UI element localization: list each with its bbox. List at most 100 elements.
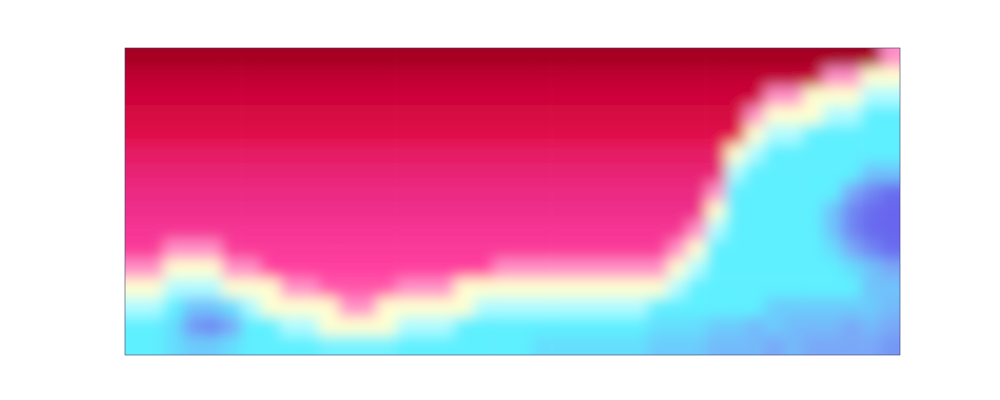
heatmap-cell <box>687 48 707 68</box>
heatmap-cell <box>861 106 881 126</box>
heatmap-cell <box>551 278 571 298</box>
heatmap-cell <box>125 278 145 298</box>
heatmap-cell <box>416 297 436 317</box>
heatmap-cell <box>435 202 455 222</box>
heatmap-cell <box>125 202 145 222</box>
heatmap-cell <box>280 336 300 355</box>
heatmap-cell <box>823 182 843 202</box>
heatmap-cell <box>280 297 300 317</box>
heatmap-cell <box>203 278 223 298</box>
heatmap-cell <box>319 67 339 87</box>
heatmap-cell <box>784 240 804 260</box>
heatmap-cell <box>164 278 184 298</box>
heatmap-cell <box>222 317 242 337</box>
heatmap-cell <box>803 297 823 317</box>
heatmap-cell <box>687 125 707 145</box>
heatmap-cell <box>241 317 261 337</box>
heatmap-cell <box>125 221 145 241</box>
heatmap-cell <box>241 67 261 87</box>
heatmap-cell <box>377 297 397 317</box>
heatmap-cell <box>551 48 571 68</box>
heatmap-cell <box>823 48 843 68</box>
heatmap-cell <box>396 259 416 279</box>
heatmap-cell <box>358 259 378 279</box>
heatmap-cell <box>823 259 843 279</box>
heatmap-cell <box>144 202 164 222</box>
heatmap-cell <box>144 106 164 126</box>
heatmap-cell <box>299 48 319 68</box>
heatmap-cell <box>435 278 455 298</box>
heatmap-cell <box>261 317 281 337</box>
heatmap-cell <box>706 259 726 279</box>
heatmap-cell <box>280 48 300 68</box>
heatmap-cell <box>590 125 610 145</box>
heatmap-cell <box>338 297 358 317</box>
heatmap-cell <box>629 297 649 317</box>
heatmap-cell <box>203 336 223 355</box>
heatmap-cell <box>164 182 184 202</box>
heatmap-cell <box>319 297 339 317</box>
heatmap-cell <box>648 67 668 87</box>
heatmap-cell <box>668 67 688 87</box>
heatmap-cell <box>144 317 164 337</box>
heatmap-cell <box>803 278 823 298</box>
heatmap-cell <box>784 259 804 279</box>
heatmap-cell <box>183 125 203 145</box>
heatmap-cell <box>513 86 533 106</box>
heatmap-cell <box>764 221 784 241</box>
heatmap-cell <box>571 125 591 145</box>
heatmap-cell <box>474 336 494 355</box>
heatmap-cell <box>551 297 571 317</box>
heatmap-cell <box>280 182 300 202</box>
heatmap-cell <box>377 317 397 337</box>
heatmap-cell <box>803 86 823 106</box>
heatmap-cell <box>358 182 378 202</box>
heatmap-cell <box>338 221 358 241</box>
heatmap-cell <box>648 106 668 126</box>
heatmap-cell <box>590 67 610 87</box>
heatmap-cell <box>551 67 571 87</box>
heatmap-cell <box>203 125 223 145</box>
heatmap-cell <box>861 125 881 145</box>
heatmap-cell <box>396 67 416 87</box>
heatmap-cell <box>396 48 416 68</box>
heatmap-cell <box>396 278 416 298</box>
heatmap-cell <box>513 67 533 87</box>
heatmap-cell <box>493 48 513 68</box>
heatmap-cell <box>396 297 416 317</box>
heatmap-cell <box>532 67 552 87</box>
heatmap-cell <box>299 163 319 183</box>
heatmap-cell <box>571 163 591 183</box>
heatmap-cell <box>648 144 668 164</box>
heatmap-cell <box>532 221 552 241</box>
heatmap-cell <box>745 163 765 183</box>
heatmap-cell <box>745 221 765 241</box>
heatmap-cell <box>706 317 726 337</box>
heatmap-cell <box>648 278 668 298</box>
heatmap-cell <box>416 221 436 241</box>
heatmap-cell <box>745 240 765 260</box>
heatmap-cell <box>377 144 397 164</box>
heatmap-cell <box>532 48 552 68</box>
heatmap-cell <box>726 144 746 164</box>
heatmap-cell <box>764 67 784 87</box>
heatmap-cell <box>513 163 533 183</box>
heatmap-cell <box>881 202 900 222</box>
heatmap-cell <box>358 163 378 183</box>
heatmap-cell <box>609 163 629 183</box>
heatmap-cell <box>842 106 862 126</box>
heatmap-cell <box>319 125 339 145</box>
heatmap-cell <box>338 182 358 202</box>
heatmap-cell <box>203 67 223 87</box>
heatmap-cell <box>299 86 319 106</box>
heatmap-cell <box>609 336 629 355</box>
heatmap-cell <box>164 336 184 355</box>
heatmap-cell <box>358 67 378 87</box>
heatmap-cell <box>706 106 726 126</box>
heatmap-cell <box>144 48 164 68</box>
heatmap-cell <box>745 106 765 126</box>
heatmap-cell <box>241 125 261 145</box>
heatmap-cell <box>842 182 862 202</box>
heatmap-cell <box>338 278 358 298</box>
heatmap-cell <box>125 144 145 164</box>
